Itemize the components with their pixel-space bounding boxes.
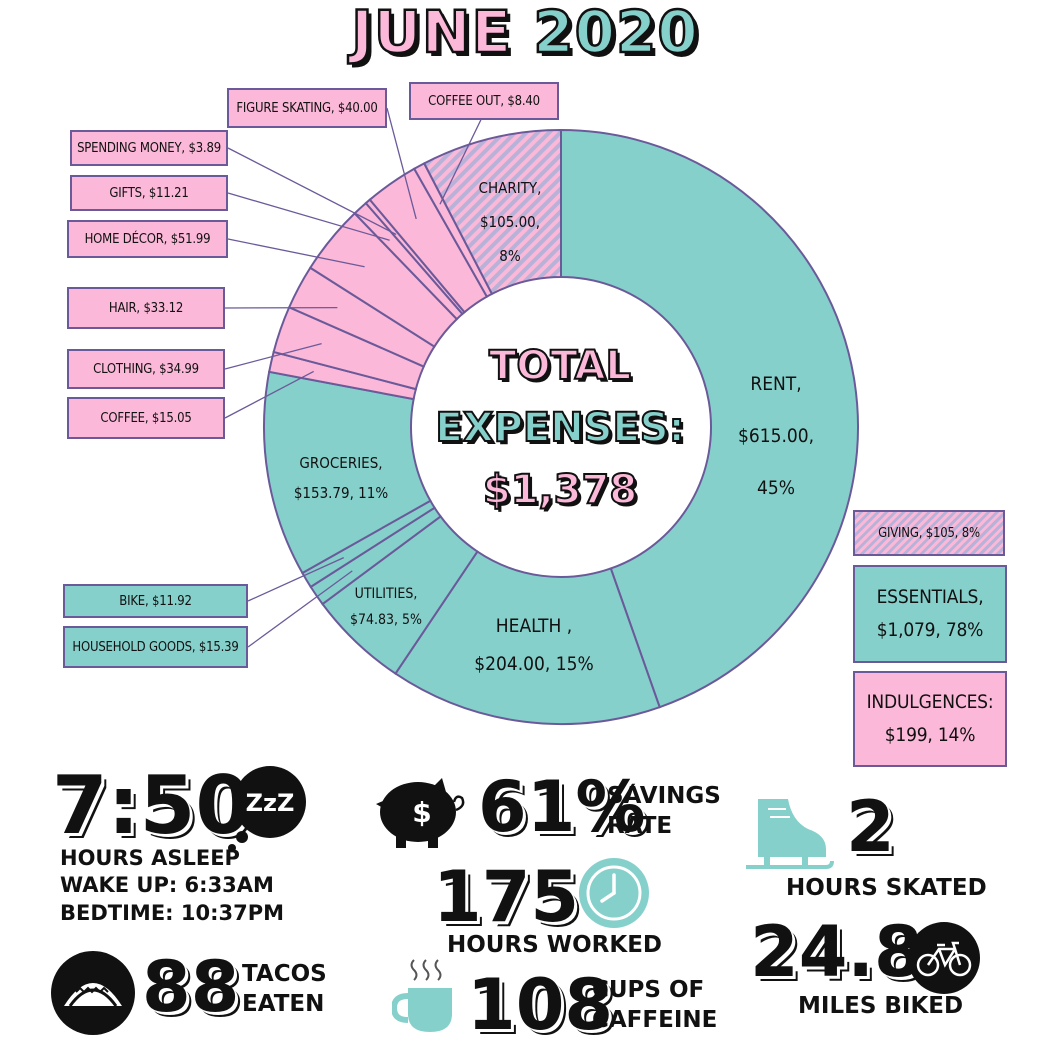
- group-indulgences-name: INDULGENCES:: [866, 690, 994, 713]
- hours-worked-label: HOURS WORKED: [447, 932, 663, 958]
- leader-line: [227, 147, 397, 236]
- leader-line: [227, 238, 365, 268]
- hours-worked-value: 175: [433, 856, 580, 938]
- slice-label-text: $105.00,: [480, 213, 540, 231]
- page-title: JUNE 2020: [0, 0, 1050, 67]
- slice-label-text: $204.00, 15%: [474, 653, 594, 675]
- group-giving: GIVING, $105, 8%: [853, 510, 1005, 556]
- caffeine-label-2: CAFFEINE: [592, 1006, 718, 1033]
- zzz-text: ZzZ: [246, 789, 295, 817]
- slice-label-text: HEALTH ,: [496, 615, 572, 637]
- group-essentials-value: $1,079, 78%: [876, 619, 984, 641]
- miles-biked-value: 24.8: [750, 911, 923, 993]
- title-year: 2020: [532, 0, 699, 67]
- group-indulgences-value: $199, 14%: [884, 724, 976, 746]
- caffeine-value: 108: [467, 964, 614, 1046]
- slice-label-text: $153.79, 11%: [294, 484, 389, 502]
- title-month: JUNE: [350, 0, 513, 67]
- slice-label-text: GROCERIES,: [299, 454, 382, 472]
- tacos-labels: TACOS EATEN: [242, 960, 327, 1020]
- savings-label-2: RATE: [607, 812, 673, 839]
- callout-gifts: GIFTS, $11.21: [70, 175, 228, 211]
- taco-icon: [51, 951, 135, 1035]
- clock-icon: [579, 858, 649, 928]
- bedtime: BEDTIME: 10:37PM: [60, 900, 285, 925]
- sleep-labels: HOURS ASLEEP WAKE UP: 6:33AM BEDTIME: 10…: [60, 845, 284, 927]
- leader-line: [224, 342, 322, 370]
- miles-biked-label: MILES BIKED: [798, 993, 964, 1019]
- caffeine-labels: CUPS OF CAFFEINE: [592, 976, 717, 1036]
- callout-clothing: CLOTHING, $34.99: [67, 349, 225, 389]
- group-indulgences: INDULGENCES: $199, 14%: [853, 671, 1007, 767]
- leader-line: [386, 107, 417, 220]
- wake-up-time: WAKE UP: 6:33AM: [60, 873, 274, 898]
- callout-bike: BIKE, $11.92: [63, 584, 248, 618]
- center-total-value: $1,378: [482, 466, 638, 514]
- callout-coffee: COFFEE, $15.05: [67, 397, 225, 439]
- slice-health: [394, 550, 661, 725]
- center-line-2: EXPENSES:: [434, 404, 685, 452]
- slice-label-text: CHARITY,: [479, 179, 542, 197]
- tacos-label-2: EATEN: [242, 990, 325, 1017]
- callout-hair: HAIR, $33.12: [67, 287, 225, 329]
- sleep-hours-value: 7:50: [52, 759, 251, 852]
- callout-household-goods: HOUSEHOLD GOODS, $15.39: [63, 626, 248, 668]
- slice-label-text: $615.00,: [738, 425, 814, 447]
- callout-figure-skating: FIGURE SKATING, $40.00: [227, 88, 387, 128]
- hours-skated-label: HOURS SKATED: [786, 875, 987, 901]
- leader-line: [224, 370, 314, 419]
- hours-skated-value: 2: [846, 786, 895, 868]
- tacos-value: 88: [142, 946, 240, 1028]
- tacos-label-1: TACOS: [242, 961, 327, 987]
- bicycle-icon: [908, 922, 980, 994]
- leader-line: [247, 557, 345, 602]
- center-line-1: TOTAL: [488, 342, 632, 390]
- caffeine-label-1: CUPS OF: [592, 977, 705, 1003]
- slice-label-text: UTILITIES,: [355, 586, 418, 602]
- leader-line: [227, 192, 390, 241]
- slice-label-text: 45%: [757, 477, 795, 499]
- group-essentials-name: ESSENTIALS,: [876, 585, 984, 608]
- savings-label-1: SAVINGS: [607, 783, 721, 809]
- savings-labels: SAVINGS RATE: [607, 782, 721, 842]
- piggy-dollar: $: [412, 796, 431, 829]
- leader-line: [247, 570, 353, 648]
- callout-spending-money: SPENDING MONEY, $3.89: [70, 130, 228, 166]
- hours-asleep-label: HOURS ASLEEP: [60, 846, 240, 870]
- slice-label-text: 8%: [499, 247, 521, 265]
- callout-home-decor: HOME DÉCOR, $51.99: [67, 220, 228, 258]
- zzz-bubble-icon: ZzZ: [228, 766, 306, 852]
- slice-rent: [560, 128, 859, 709]
- slice-label-text: $74.83, 5%: [350, 612, 422, 628]
- total-expenses-label: TOTAL EXPENSES: $1,378: [420, 335, 700, 521]
- slice-charity: [422, 128, 562, 296]
- group-essentials: ESSENTIALS, $1,079, 78%: [853, 565, 1007, 663]
- callout-coffee-out: COFFEE OUT, $8.40: [409, 82, 559, 120]
- savings-rate-value: 61%: [478, 766, 646, 848]
- coffee-mug-icon: [392, 959, 452, 1032]
- ice-skate-icon: [746, 799, 834, 869]
- slice-label-text: RENT,: [750, 373, 801, 395]
- piggy-bank-icon: $: [376, 778, 465, 848]
